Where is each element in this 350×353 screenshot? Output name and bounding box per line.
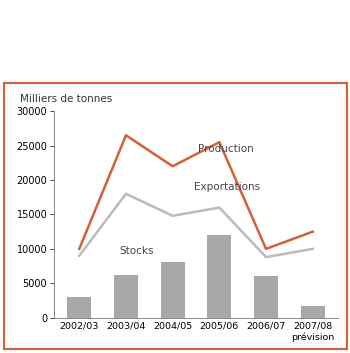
Bar [67,297,91,318]
Text: Production: Production [198,144,254,155]
Bar [301,306,325,318]
Bar [161,262,185,318]
Text: Stocks: Stocks [119,246,153,256]
Bar [207,235,231,318]
Bar [254,276,278,318]
Text: Australie: production, exportations et: Australie: production, exportations et [82,14,336,28]
Bar [114,275,138,318]
Text: Milliers de tonnes: Milliers de tonnes [20,94,113,104]
Text: Figure 7.: Figure 7. [18,14,85,28]
Text: stocks du blé: stocks du blé [18,53,106,66]
Text: Exportations: Exportations [194,183,260,192]
